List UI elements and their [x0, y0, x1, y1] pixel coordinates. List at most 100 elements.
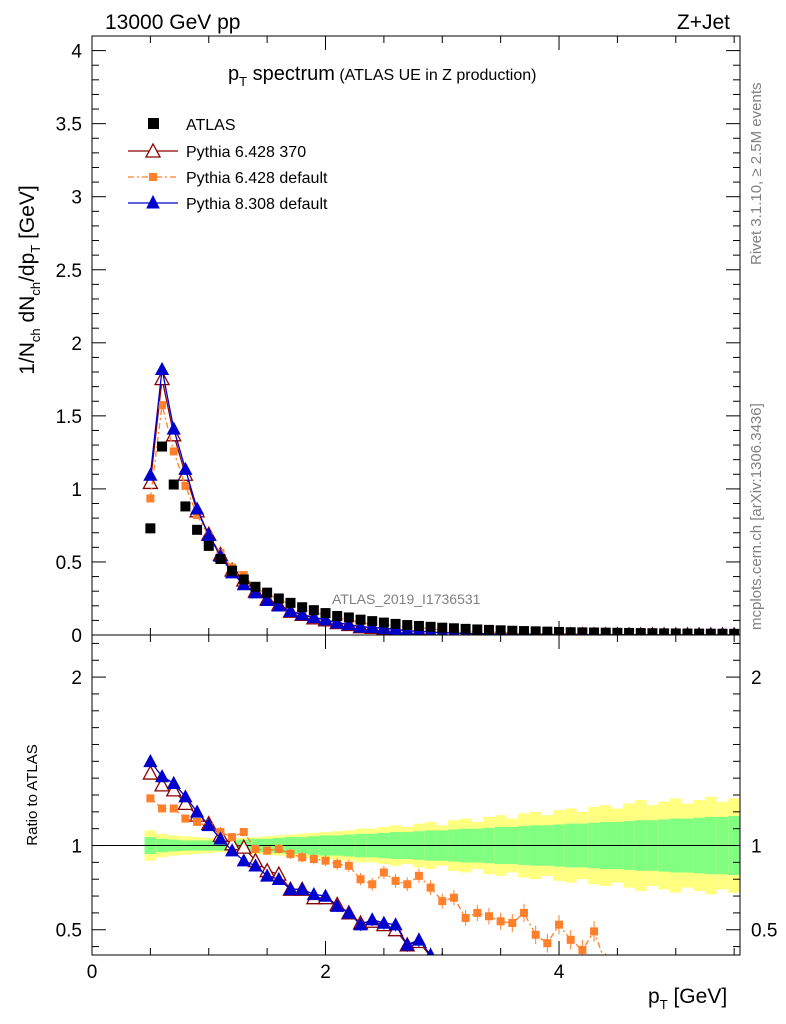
main-ylabel-b-sub: ch: [28, 282, 43, 296]
main-ylabel-a: 1/N: [16, 342, 39, 375]
series-point-ratio-1: [482, 972, 496, 985]
atlas-data-point: [647, 628, 658, 635]
series-point-ratio-3: [623, 993, 635, 1004]
atlas-data-point: [705, 628, 716, 635]
series-point-ratio-2: [484, 912, 493, 921]
series-point-ratio-3: [236, 853, 251, 867]
series-point-ratio-1: [142, 764, 159, 780]
atlas-data-point: [600, 627, 611, 635]
series-point-ratio-3: [213, 831, 228, 845]
atlas-data-point: [203, 540, 214, 551]
xlabel-p: p: [648, 985, 660, 1008]
series-point-ratio-3: [471, 968, 483, 979]
atlas-data-point: [285, 597, 296, 608]
title-p: p: [228, 63, 239, 85]
atlas-data-point: [507, 625, 518, 635]
x-tick-label: 4: [554, 962, 565, 983]
atlas-data-point: [565, 627, 576, 635]
series-point-ratio-3: [260, 868, 275, 882]
series-point-ratio-2: [414, 871, 423, 880]
series-point-ratio-1: [505, 978, 519, 991]
legend-marker-py6-default: [149, 173, 157, 181]
series-point-ratio-1: [552, 985, 566, 998]
atlas-data-point: [577, 627, 588, 635]
series-point-ratio-3: [154, 769, 170, 783]
xlabel-sub: T: [660, 997, 668, 1012]
legend: ATLAS Pythia 6.428 370 Pythia 6.428 defa…: [128, 117, 328, 213]
series-point-ratio-1: [447, 960, 461, 973]
series-point-main-3: [341, 617, 356, 631]
atlas-data-point: [437, 622, 448, 633]
series-point-ratio-1: [459, 965, 473, 978]
atlas-data-point: [682, 628, 693, 635]
series-point-ratio-1: [441, 953, 444, 955]
series-point-ratio-3: [411, 932, 427, 946]
series-point-ratio-2: [193, 817, 202, 826]
legend-marker-atlas: [148, 118, 159, 129]
series-point-ratio-2: [730, 986, 738, 994]
atlas-data-point: [297, 602, 308, 613]
series-point-ratio-2: [403, 880, 412, 889]
series-point-ratio-3: [448, 959, 460, 970]
series-point-ratio-2: [625, 966, 633, 974]
series-point-main-3: [166, 421, 181, 435]
y-tick-label-ratio: 0.5: [56, 921, 82, 942]
series-point-ratio-1: [153, 776, 171, 792]
series-point-ratio-2: [344, 861, 353, 870]
atlas-data-point: [250, 581, 261, 592]
atlas-data-point: [180, 501, 191, 512]
series-point-ratio-3: [728, 998, 740, 1009]
series-point-ratio-2: [496, 917, 505, 926]
main-ylabel: 1/Nch dNch/dpT [GeV]: [16, 185, 43, 375]
series-point-ratio-2: [613, 963, 621, 971]
atlas-data-point: [413, 620, 424, 631]
x-axis-label: pT [GeV]: [648, 985, 727, 1012]
atlas-data-point: [215, 554, 226, 565]
series-point-main-3: [143, 467, 158, 481]
series-point-ratio-3: [400, 937, 415, 951]
series-point-ratio-1: [177, 795, 194, 811]
series-point-ratio-1: [470, 968, 484, 981]
y-tick-label-main: 4: [71, 42, 82, 63]
atlas-data-point: [472, 624, 483, 635]
series-point-main-2: [146, 494, 155, 503]
series-point-ratio-3: [541, 983, 553, 994]
xlabel-rest: [GeV]: [668, 985, 728, 1008]
atlas-data-point: [589, 627, 600, 635]
legend-label-py8-default: Pythia 8.308 default: [186, 196, 328, 213]
series-point-ratio-2: [660, 976, 668, 984]
series-point-ratio-2: [368, 880, 377, 889]
series-point-ratio-2: [473, 908, 482, 917]
series-point-main-1: [142, 474, 159, 490]
atlas-data-point: [448, 623, 459, 634]
atlas-data-point: [483, 624, 494, 635]
y-tick-label-ratio-right: 0.5: [751, 921, 777, 942]
series-point-ratio-1: [727, 999, 741, 1012]
atlas-data-point: [635, 628, 646, 635]
series-point-ratio-3: [506, 978, 518, 989]
series-point-ratio-2: [461, 913, 470, 922]
series-point-ratio-2: [333, 860, 342, 869]
series-line-ratio-2: [149, 797, 604, 955]
series-point-ratio-2: [169, 804, 178, 813]
title-paren: (ATLAS UE in Z production): [335, 67, 537, 84]
series-point-ratio-1: [529, 982, 543, 995]
series-point-ratio-3: [166, 775, 181, 789]
atlas-data-point: [332, 611, 343, 622]
main-ylabel-a-sub: ch: [28, 328, 43, 342]
series-point-main-3: [201, 527, 216, 541]
legend-label-atlas: ATLAS: [186, 117, 236, 134]
y-tick-label-main: 2.5: [56, 261, 82, 282]
main-ylabel-c: /dp: [16, 253, 39, 282]
series-point-ratio-2: [449, 893, 458, 902]
series-point-ratio-3: [295, 881, 310, 896]
series-point-ratio-2: [251, 844, 260, 853]
series-point-ratio-3: [483, 971, 495, 982]
atlas-data-point: [659, 628, 670, 635]
series-point-ratio-3: [530, 981, 542, 992]
atlas-data-point: [145, 523, 156, 534]
series-point-ratio-2: [298, 853, 307, 862]
series-point-ratio-2: [228, 833, 237, 842]
series-point-ratio-2: [274, 844, 283, 853]
